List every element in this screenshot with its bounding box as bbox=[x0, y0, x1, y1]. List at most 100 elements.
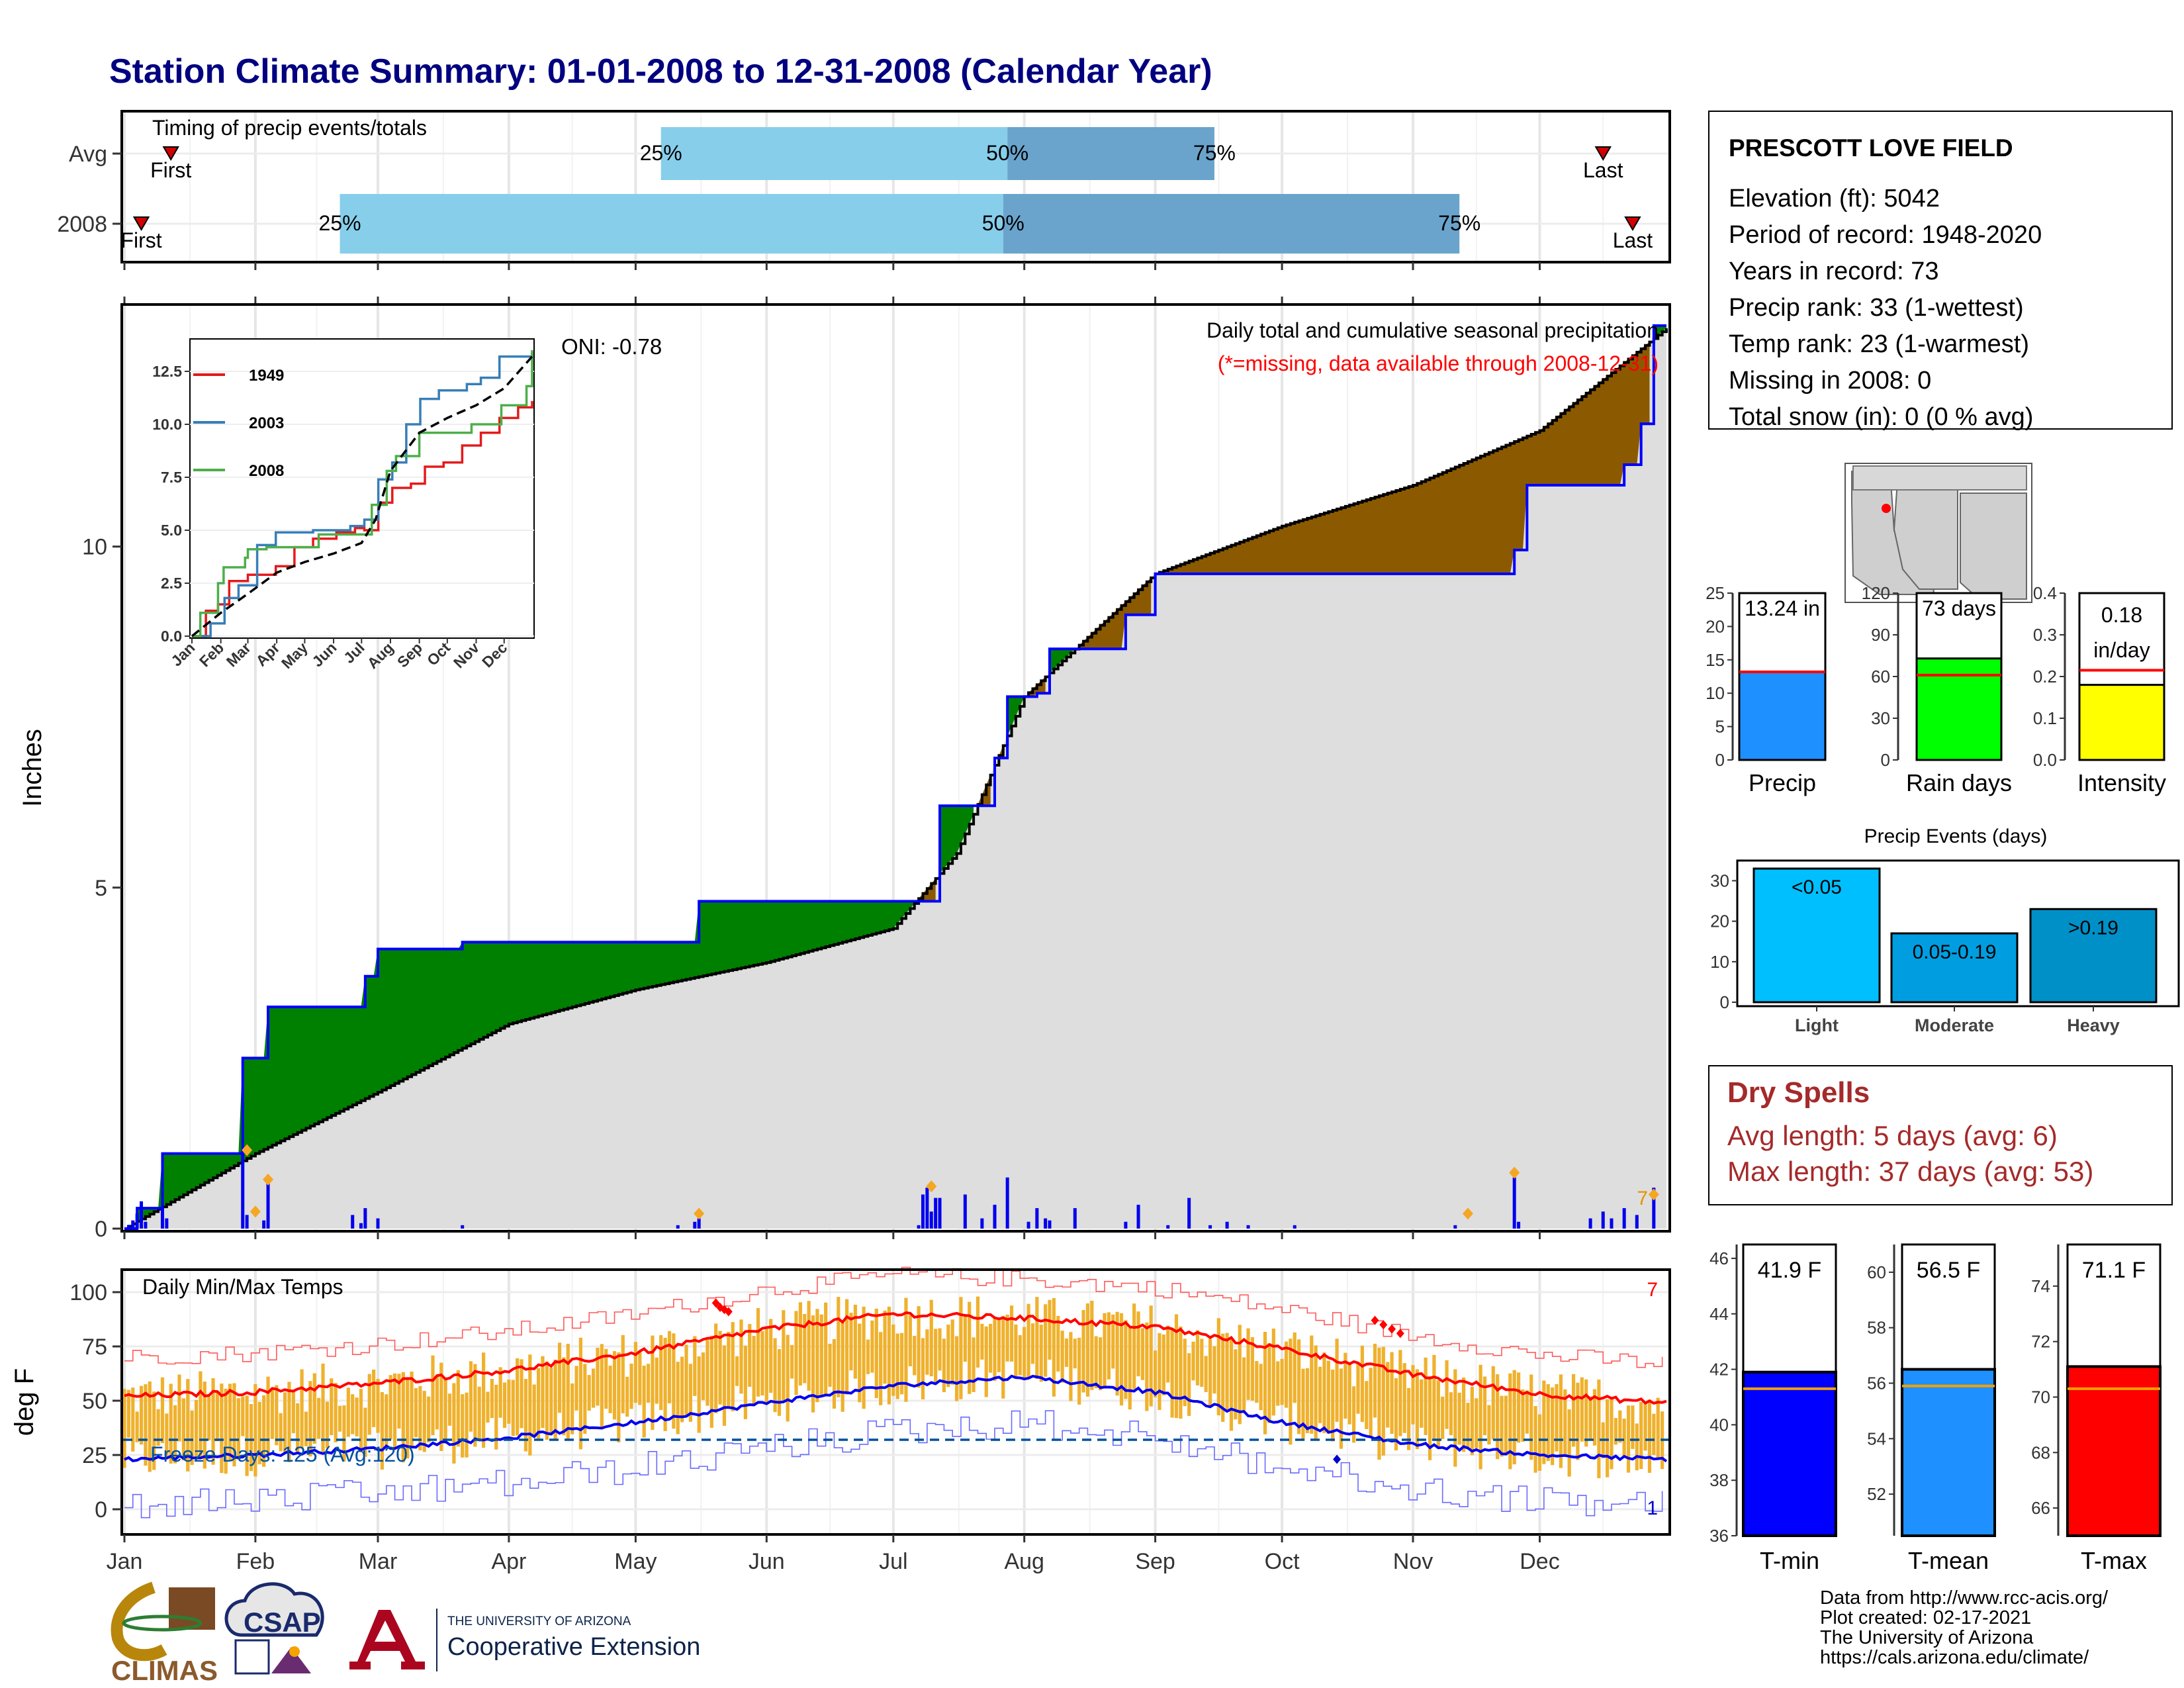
timing-bar-q25-q50-2008 bbox=[340, 194, 1003, 254]
temp-name-label: T-min bbox=[1760, 1547, 1819, 1574]
daily-temp-bar bbox=[1365, 1381, 1369, 1429]
inset-y-tick-label: 7.5 bbox=[161, 469, 182, 486]
daily-temp-bar bbox=[1191, 1341, 1195, 1381]
precip-events-chart: Precip Events (days) 0 10 20 30 <0.05 Light 0.0… bbox=[1710, 825, 2180, 1035]
daily-temp-bar bbox=[1415, 1369, 1419, 1450]
record-high-marker bbox=[724, 1307, 733, 1317]
inset-y-tick-label: 12.5 bbox=[152, 363, 182, 380]
summary-tick-label: 0.3 bbox=[2033, 625, 2057, 645]
daily-temp-bar bbox=[439, 1362, 443, 1452]
daily-temp-bar bbox=[617, 1352, 621, 1443]
month-label-nov: Nov bbox=[1393, 1549, 1433, 1574]
daily-temp-bar bbox=[608, 1365, 612, 1413]
daily-temp-bar bbox=[270, 1389, 275, 1439]
csap-text: CSAP bbox=[244, 1607, 321, 1638]
daily-temp-bar bbox=[1305, 1368, 1309, 1434]
daily-temp-bar bbox=[1073, 1338, 1077, 1369]
precip-count-label: 7 bbox=[1637, 1188, 1648, 1209]
daily-temp-bar bbox=[1263, 1332, 1267, 1434]
inset-y-tick-label: 5.0 bbox=[161, 522, 182, 539]
daily-temp-bar bbox=[1221, 1333, 1225, 1423]
daily-precip-bar bbox=[676, 1225, 680, 1229]
summary-name-label: Precip bbox=[1749, 769, 1816, 796]
daily-temp-bar bbox=[165, 1413, 169, 1460]
temp-bar-tick-label: 46 bbox=[1709, 1248, 1729, 1268]
temp-y-tick-label: 0 bbox=[95, 1497, 107, 1523]
station-info: PRESCOTT LOVE FIELD Elevation (ft): 5042… bbox=[1708, 111, 2173, 431]
texas-shape bbox=[1960, 492, 2027, 600]
daily-temp-bar bbox=[520, 1359, 523, 1429]
daily-temp-bar bbox=[946, 1325, 950, 1387]
daily-temp-bar bbox=[1512, 1370, 1516, 1465]
daily-temp-bar bbox=[959, 1297, 963, 1399]
daily-temp-bar bbox=[701, 1352, 705, 1401]
daily-temp-bar bbox=[473, 1364, 477, 1447]
daily-temp-bar bbox=[523, 1379, 528, 1452]
inset-series-line-2003 bbox=[192, 352, 533, 637]
daily-temp-bar bbox=[317, 1397, 321, 1439]
first-marker-Avg bbox=[162, 146, 179, 161]
daily-temp-bar bbox=[1212, 1346, 1216, 1394]
daily-temp-bar bbox=[275, 1385, 279, 1446]
daily-temp-bar bbox=[1174, 1314, 1179, 1419]
daily-precip-bar bbox=[929, 1211, 933, 1229]
page-title: Station Climate Summary: 01-01-2008 to 1… bbox=[109, 52, 1212, 91]
daily-temp-bar bbox=[1482, 1376, 1487, 1436]
daily-temp-bar bbox=[844, 1299, 849, 1395]
events-tick-label: 10 bbox=[1710, 952, 1729, 972]
record-high-marker bbox=[1371, 1315, 1379, 1325]
daily-temp-bar bbox=[693, 1336, 697, 1396]
daily-temp-bar bbox=[1360, 1345, 1364, 1423]
daily-temp-bar bbox=[1119, 1313, 1124, 1406]
timing-row-label: 2008 bbox=[57, 212, 107, 237]
daily-temp-bar bbox=[667, 1331, 672, 1403]
daily-temp-bar bbox=[828, 1344, 832, 1387]
daily-precip-bar bbox=[1622, 1208, 1626, 1229]
daily-temp-bar bbox=[296, 1403, 300, 1452]
daily-precip-bar bbox=[131, 1220, 135, 1229]
daily-temp-bar bbox=[925, 1329, 929, 1375]
above-avg-area bbox=[940, 806, 974, 874]
daily-temp-bar bbox=[764, 1327, 768, 1403]
temp-value-label: 71.1 F bbox=[2082, 1258, 2146, 1283]
daily-precip-bar bbox=[262, 1220, 266, 1229]
daily-temp-bar bbox=[1124, 1320, 1128, 1399]
daily-temp-bar bbox=[1428, 1376, 1432, 1460]
daily-temp-bar bbox=[1077, 1337, 1081, 1405]
daily-temp-bar bbox=[743, 1345, 747, 1419]
daily-temp-bar bbox=[562, 1357, 566, 1436]
daily-temp-bar bbox=[1555, 1383, 1559, 1452]
month-label-jun: Jun bbox=[749, 1549, 785, 1574]
summary-tick-label: 0.2 bbox=[2033, 667, 2057, 686]
daily-temp-bar bbox=[262, 1395, 266, 1467]
daily-temp-bar bbox=[1115, 1311, 1119, 1396]
daily-temp-bar bbox=[1326, 1360, 1330, 1434]
freeze-days-label: Freeze Days: 125 (Avg:120) bbox=[150, 1442, 415, 1466]
daily-precip-bar bbox=[1246, 1225, 1250, 1229]
inset-series-line-1949 bbox=[192, 400, 533, 637]
daily-temp-bar bbox=[938, 1328, 942, 1371]
daily-temp-bar bbox=[1496, 1374, 1500, 1460]
temp-bar-tick-label: 42 bbox=[1709, 1360, 1729, 1380]
daily-precip-bar bbox=[934, 1197, 938, 1229]
events-category-label: Heavy bbox=[2067, 1015, 2120, 1035]
station-info-line: Years in record: 73 bbox=[1729, 258, 1939, 285]
precip-frame bbox=[120, 303, 1671, 1233]
daily-temp-bar bbox=[1250, 1337, 1255, 1401]
daily-temp-bar bbox=[1551, 1387, 1555, 1466]
event-marker bbox=[242, 1144, 253, 1156]
daily-temp-bar bbox=[1289, 1338, 1293, 1445]
summary-name-label: Rain days bbox=[1906, 769, 2012, 796]
daily-temp-bar bbox=[482, 1352, 486, 1448]
daily-temp-bar bbox=[1606, 1399, 1610, 1477]
daily-temp-bar bbox=[469, 1361, 473, 1432]
daily-temp-bar bbox=[1103, 1313, 1107, 1387]
daily-precip-bar bbox=[1635, 1215, 1639, 1229]
daily-temp-bar bbox=[1187, 1353, 1191, 1416]
event-marker bbox=[694, 1207, 705, 1220]
daily-temp-bar bbox=[1635, 1423, 1639, 1471]
record-high-marker bbox=[1396, 1329, 1404, 1338]
daily-temp-bar bbox=[452, 1383, 456, 1464]
daily-temp-bar bbox=[1546, 1384, 1550, 1462]
